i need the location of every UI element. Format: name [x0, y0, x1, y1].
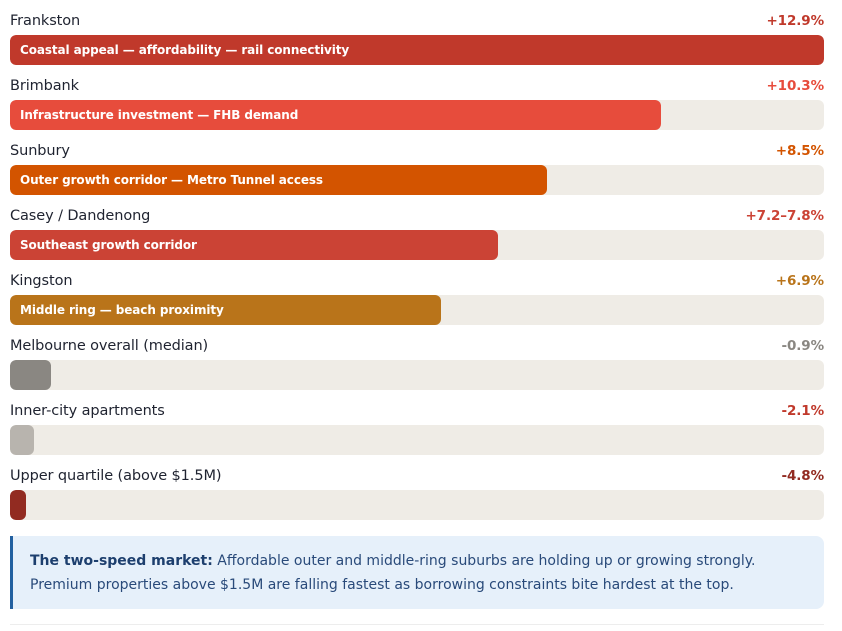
bar-row: Frankston +12.9% Coastal appeal — affordab…: [10, 8, 824, 73]
category-label: Upper quartile (above $1.5M): [10, 468, 222, 484]
category-label: Brimbank: [10, 78, 79, 94]
callout-two-speed-market: The two-speed market: Affordable outer a…: [10, 536, 824, 609]
value-label: +6.9%: [775, 273, 824, 289]
bar-fill: [10, 425, 35, 455]
bar-track: Middle ring — beach proximity: [10, 295, 824, 325]
category-label: Casey / Dandenong: [10, 208, 151, 224]
category-label: Kingston: [10, 273, 73, 289]
bar-row: Casey / Dandenong +7.2–7.8% Southeast grow…: [10, 203, 824, 268]
bar-track: [10, 360, 824, 390]
bar-fill: Outer growth corridor — Metro Tunnel acc…: [10, 165, 548, 195]
bar-fill: Coastal appeal — affordability — rail co…: [10, 35, 824, 65]
bar-annotation: Coastal appeal — affordability — rail co…: [20, 43, 350, 57]
bar-chart: Frankston +12.9% Coastal appeal — affordab…: [10, 8, 824, 528]
bar-track: Coastal appeal — affordability — rail co…: [10, 35, 824, 65]
divider: [10, 624, 824, 625]
bar-row-header: Casey / Dandenong +7.2–7.8%: [10, 203, 824, 230]
bar-row: Kingston +6.9% Middle ring — beach proximi…: [10, 268, 824, 333]
bar-row: Inner-city apartments -2.1%: [10, 398, 824, 463]
bar-track: Infrastructure investment — FHB demand: [10, 100, 824, 130]
bar-annotation: Middle ring — beach proximity: [20, 303, 224, 317]
bar-fill: [10, 360, 51, 390]
bar-row: Sunbury +8.5% Outer growth corridor — Metr…: [10, 138, 824, 203]
category-label: Frankston: [10, 13, 81, 29]
bar-row: Melbourne overall (median) -0.9%: [10, 333, 824, 398]
value-label: -4.8%: [781, 468, 824, 484]
bar-row-header: Inner-city apartments -2.1%: [10, 398, 824, 425]
bar-fill: Infrastructure investment — FHB demand: [10, 100, 662, 130]
bar-annotation: Infrastructure investment — FHB demand: [20, 108, 299, 122]
value-label: +7.2–7.8%: [745, 208, 824, 224]
category-label: Inner-city apartments: [10, 403, 165, 419]
bar-track: [10, 425, 824, 455]
bar-fill: Middle ring — beach proximity: [10, 295, 442, 325]
callout-title: The two-speed market:: [30, 553, 213, 569]
bar-row-header: Frankston +12.9%: [10, 8, 824, 35]
value-label: -0.9%: [781, 338, 824, 354]
bar-row: Brimbank +10.3% Infrastructure investment …: [10, 73, 824, 138]
bar-row-header: Upper quartile (above $1.5M) -4.8%: [10, 463, 824, 490]
bar-fill: Southeast growth corridor: [10, 230, 499, 260]
bar-row-header: Kingston +6.9%: [10, 268, 824, 295]
value-label: +10.3%: [766, 78, 824, 94]
bar-row-header: Sunbury +8.5%: [10, 138, 824, 165]
bar-row-header: Melbourne overall (median) -0.9%: [10, 333, 824, 360]
value-label: +12.9%: [766, 13, 824, 29]
value-label: -2.1%: [781, 403, 824, 419]
value-label: +8.5%: [775, 143, 824, 159]
bar-track: [10, 490, 824, 520]
category-label: Melbourne overall (median): [10, 338, 209, 354]
callout-text: Affordable outer and middle-ring suburbs…: [30, 553, 756, 593]
bar-row-header: Brimbank +10.3%: [10, 73, 824, 100]
bar-row: Upper quartile (above $1.5M) -4.8%: [10, 463, 824, 528]
bar-track: Outer growth corridor — Metro Tunnel acc…: [10, 165, 824, 195]
bar-track: Southeast growth corridor: [10, 230, 824, 260]
bar-annotation: Outer growth corridor — Metro Tunnel acc…: [20, 173, 323, 187]
category-label: Sunbury: [10, 143, 70, 159]
bar-annotation: Southeast growth corridor: [20, 238, 197, 252]
bar-fill: [10, 490, 27, 520]
